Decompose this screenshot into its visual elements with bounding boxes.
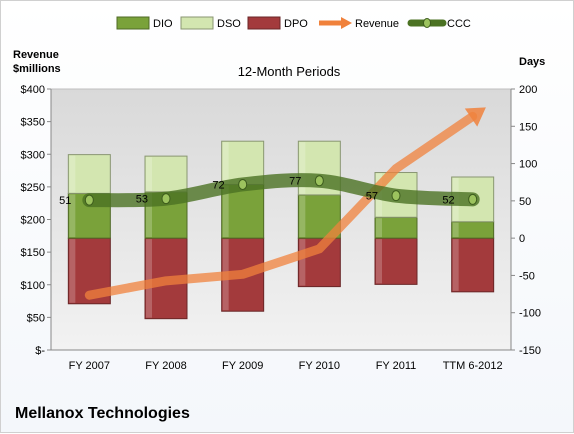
left-axis-tick-label: $50 bbox=[27, 312, 45, 324]
ccc-point bbox=[238, 178, 248, 190]
right-axis-tick-label: 50 bbox=[519, 196, 531, 208]
legend-swatch bbox=[116, 16, 150, 30]
company-name: Mellanox Technologies bbox=[15, 405, 190, 422]
dso-bar-highlight bbox=[222, 142, 229, 184]
dio-bar-highlight bbox=[69, 194, 76, 238]
legend: DIO DSO DPO Revenue CCC bbox=[116, 16, 471, 30]
dio-bar-highlight bbox=[452, 222, 459, 238]
legend-swatch bbox=[180, 16, 214, 30]
revenue-arrowhead bbox=[464, 107, 486, 127]
legend-label: DIO bbox=[153, 18, 173, 30]
right-axis-tick-label: 200 bbox=[519, 84, 537, 96]
dso-bar-highlight bbox=[69, 155, 76, 193]
lines-layer: 51 53 72 77 57 52 bbox=[59, 107, 486, 300]
right-axis-tick-label: 150 bbox=[519, 121, 537, 133]
ccc-data-label: 53 bbox=[136, 194, 148, 206]
left-axis-tick-label: $350 bbox=[21, 117, 45, 129]
left-axis-tick-label: $250 bbox=[21, 182, 45, 194]
ccc-data-label: 72 bbox=[212, 179, 224, 191]
left-axis-tick-label: $- bbox=[35, 345, 45, 357]
x-axis-tick-label: FY 2011 bbox=[376, 360, 417, 372]
dio-bar-highlight bbox=[146, 192, 152, 238]
right-axis-tick-label: -50 bbox=[519, 270, 535, 282]
ccc-data-label: 77 bbox=[289, 176, 301, 188]
ccc-point bbox=[161, 193, 171, 205]
axes-layer: $- $50 $100 $150 $200 $250 $300 $350 $400 -150 -10… bbox=[21, 84, 542, 372]
plot-area bbox=[50, 88, 512, 351]
dso-bar-highlight bbox=[299, 142, 306, 194]
right-axis-tick-label: -150 bbox=[519, 345, 541, 357]
left-axis-tick-label: $300 bbox=[21, 149, 45, 161]
left-axis-title-line1: Revenue bbox=[13, 49, 59, 61]
left-axis-tick-label: $100 bbox=[21, 280, 45, 292]
dio-bar-highlight bbox=[299, 195, 306, 238]
left-axis-tick-label: $400 bbox=[21, 84, 45, 96]
legend-label: DPO bbox=[284, 18, 308, 30]
x-axis-tick-label: FY 2007 bbox=[69, 360, 110, 372]
revenue-line bbox=[84, 111, 478, 300]
legend-swatch-arrowhead bbox=[341, 17, 352, 29]
legend-label: Revenue bbox=[355, 18, 399, 30]
x-axis-tick-label: TTM 6-2012 bbox=[443, 360, 503, 372]
dpo-bar-highlight bbox=[146, 239, 152, 318]
right-axis-tick-label: 0 bbox=[519, 233, 525, 245]
dpo-bar-highlight bbox=[376, 239, 382, 284]
right-axis-tick-label: 100 bbox=[519, 159, 537, 171]
ccc-point bbox=[314, 175, 324, 187]
x-axis-tick-label: FY 2010 bbox=[299, 360, 340, 372]
ccc-point bbox=[391, 190, 401, 202]
dio-bar-highlight bbox=[222, 185, 229, 238]
left-axis-title-line2: $millions bbox=[13, 63, 61, 75]
right-axis-title: Days bbox=[519, 56, 545, 68]
legend-label: CCC bbox=[447, 18, 471, 30]
dpo-bar-highlight bbox=[452, 239, 459, 291]
left-axis-tick-label: $150 bbox=[21, 247, 45, 259]
legend-label: DSO bbox=[217, 18, 241, 30]
x-axis-tick-label: FY 2008 bbox=[145, 360, 186, 372]
left-axis-tick-label: $200 bbox=[21, 215, 45, 227]
ccc-data-label: 57 bbox=[366, 191, 378, 203]
chart-title: 12-Month Periods bbox=[238, 64, 341, 79]
legend-swatch-marker bbox=[423, 18, 431, 28]
dio-bar-highlight bbox=[376, 218, 382, 238]
ccc-point bbox=[468, 193, 478, 205]
dpo-bar-highlight bbox=[69, 239, 76, 303]
ccc-line bbox=[82, 173, 480, 208]
right-axis-tick-label: -100 bbox=[519, 308, 541, 320]
x-axis-tick-label: FY 2009 bbox=[222, 360, 263, 372]
ccc-point bbox=[84, 194, 94, 206]
ccc-data-label: 52 bbox=[442, 194, 454, 206]
legend-swatch bbox=[247, 16, 281, 30]
ccc-data-label: 51 bbox=[59, 195, 71, 207]
dso-bar-highlight bbox=[146, 157, 152, 191]
dpo-bar-highlight bbox=[299, 239, 306, 286]
